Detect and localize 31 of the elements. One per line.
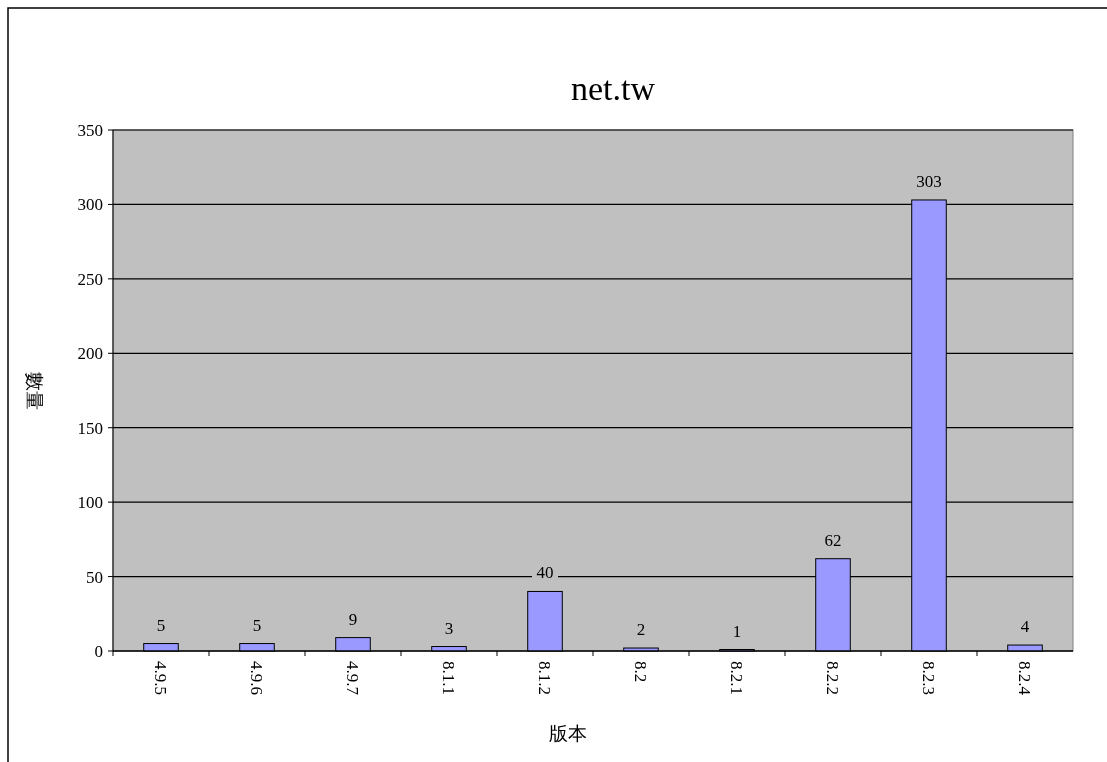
data-label: 303 [916, 171, 942, 191]
x-tick-label: 8.2 [631, 661, 650, 683]
data-label: 4 [1020, 617, 1030, 637]
data-label: 1 [732, 621, 742, 641]
data-label: 5 [252, 615, 262, 635]
x-tick-label: 8.2.4 [1015, 661, 1034, 696]
x-tick-label: 8.1.2 [535, 661, 554, 695]
y-tick-label: 350 [77, 121, 103, 140]
y-tick-label: 0 [94, 642, 103, 661]
data-label: 5 [156, 615, 166, 635]
x-tick-label: 4.9.7 [343, 661, 362, 696]
chart-title: net.tw [570, 70, 656, 107]
x-tick-label: 8.2.2 [823, 661, 842, 695]
data-label: 62 [824, 530, 842, 550]
data-label: 2 [636, 620, 646, 640]
data-label: 9 [348, 609, 358, 629]
x-tick-label: 4.9.6 [247, 661, 266, 695]
x-tick-label: 4.9.5 [151, 661, 170, 695]
y-tick-label: 300 [77, 195, 103, 215]
x-tick-label: 8.2.1 [727, 661, 746, 695]
y-axis-title: 數量 [24, 371, 45, 410]
y-tick-label: 250 [77, 269, 103, 289]
y-tick-label: 100 [77, 493, 103, 513]
y-tick-label: 50 [86, 567, 103, 587]
x-tick-label: 8.1.1 [439, 661, 458, 695]
y-tick-label: 200 [77, 344, 103, 364]
y-tick-label: 150 [77, 418, 103, 438]
x-axis-title: 版本 [549, 723, 587, 744]
data-label: 3 [444, 618, 454, 638]
x-tick-label: 8.2.3 [919, 661, 938, 695]
data-label: 40 [536, 563, 554, 583]
